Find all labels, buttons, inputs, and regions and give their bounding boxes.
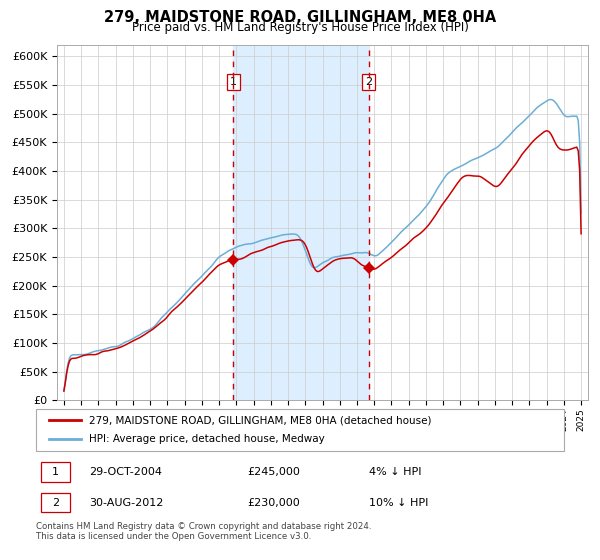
Text: 2: 2 <box>365 77 372 87</box>
Text: £245,000: £245,000 <box>247 467 300 477</box>
Bar <box>233 45 368 400</box>
Text: 1: 1 <box>230 77 237 87</box>
Text: Price paid vs. HM Land Registry's House Price Index (HPI): Price paid vs. HM Land Registry's House … <box>131 21 469 34</box>
Text: 30-AUG-2012: 30-AUG-2012 <box>89 498 163 507</box>
Bar <box>41 462 70 482</box>
Text: 279, MAIDSTONE ROAD, GILLINGHAM, ME8 0HA: 279, MAIDSTONE ROAD, GILLINGHAM, ME8 0HA <box>104 10 496 25</box>
Text: 10% ↓ HPI: 10% ↓ HPI <box>368 498 428 507</box>
Text: 2: 2 <box>52 498 59 507</box>
Bar <box>41 493 70 512</box>
Text: 29-OCT-2004: 29-OCT-2004 <box>89 467 162 477</box>
Text: £230,000: £230,000 <box>247 498 300 507</box>
Text: HPI: Average price, detached house, Medway: HPI: Average price, detached house, Medw… <box>89 435 325 445</box>
Text: 279, MAIDSTONE ROAD, GILLINGHAM, ME8 0HA (detached house): 279, MAIDSTONE ROAD, GILLINGHAM, ME8 0HA… <box>89 415 431 425</box>
Text: 1: 1 <box>52 467 59 477</box>
Text: Contains HM Land Registry data © Crown copyright and database right 2024.
This d: Contains HM Land Registry data © Crown c… <box>36 522 371 542</box>
Text: 4% ↓ HPI: 4% ↓ HPI <box>368 467 421 477</box>
